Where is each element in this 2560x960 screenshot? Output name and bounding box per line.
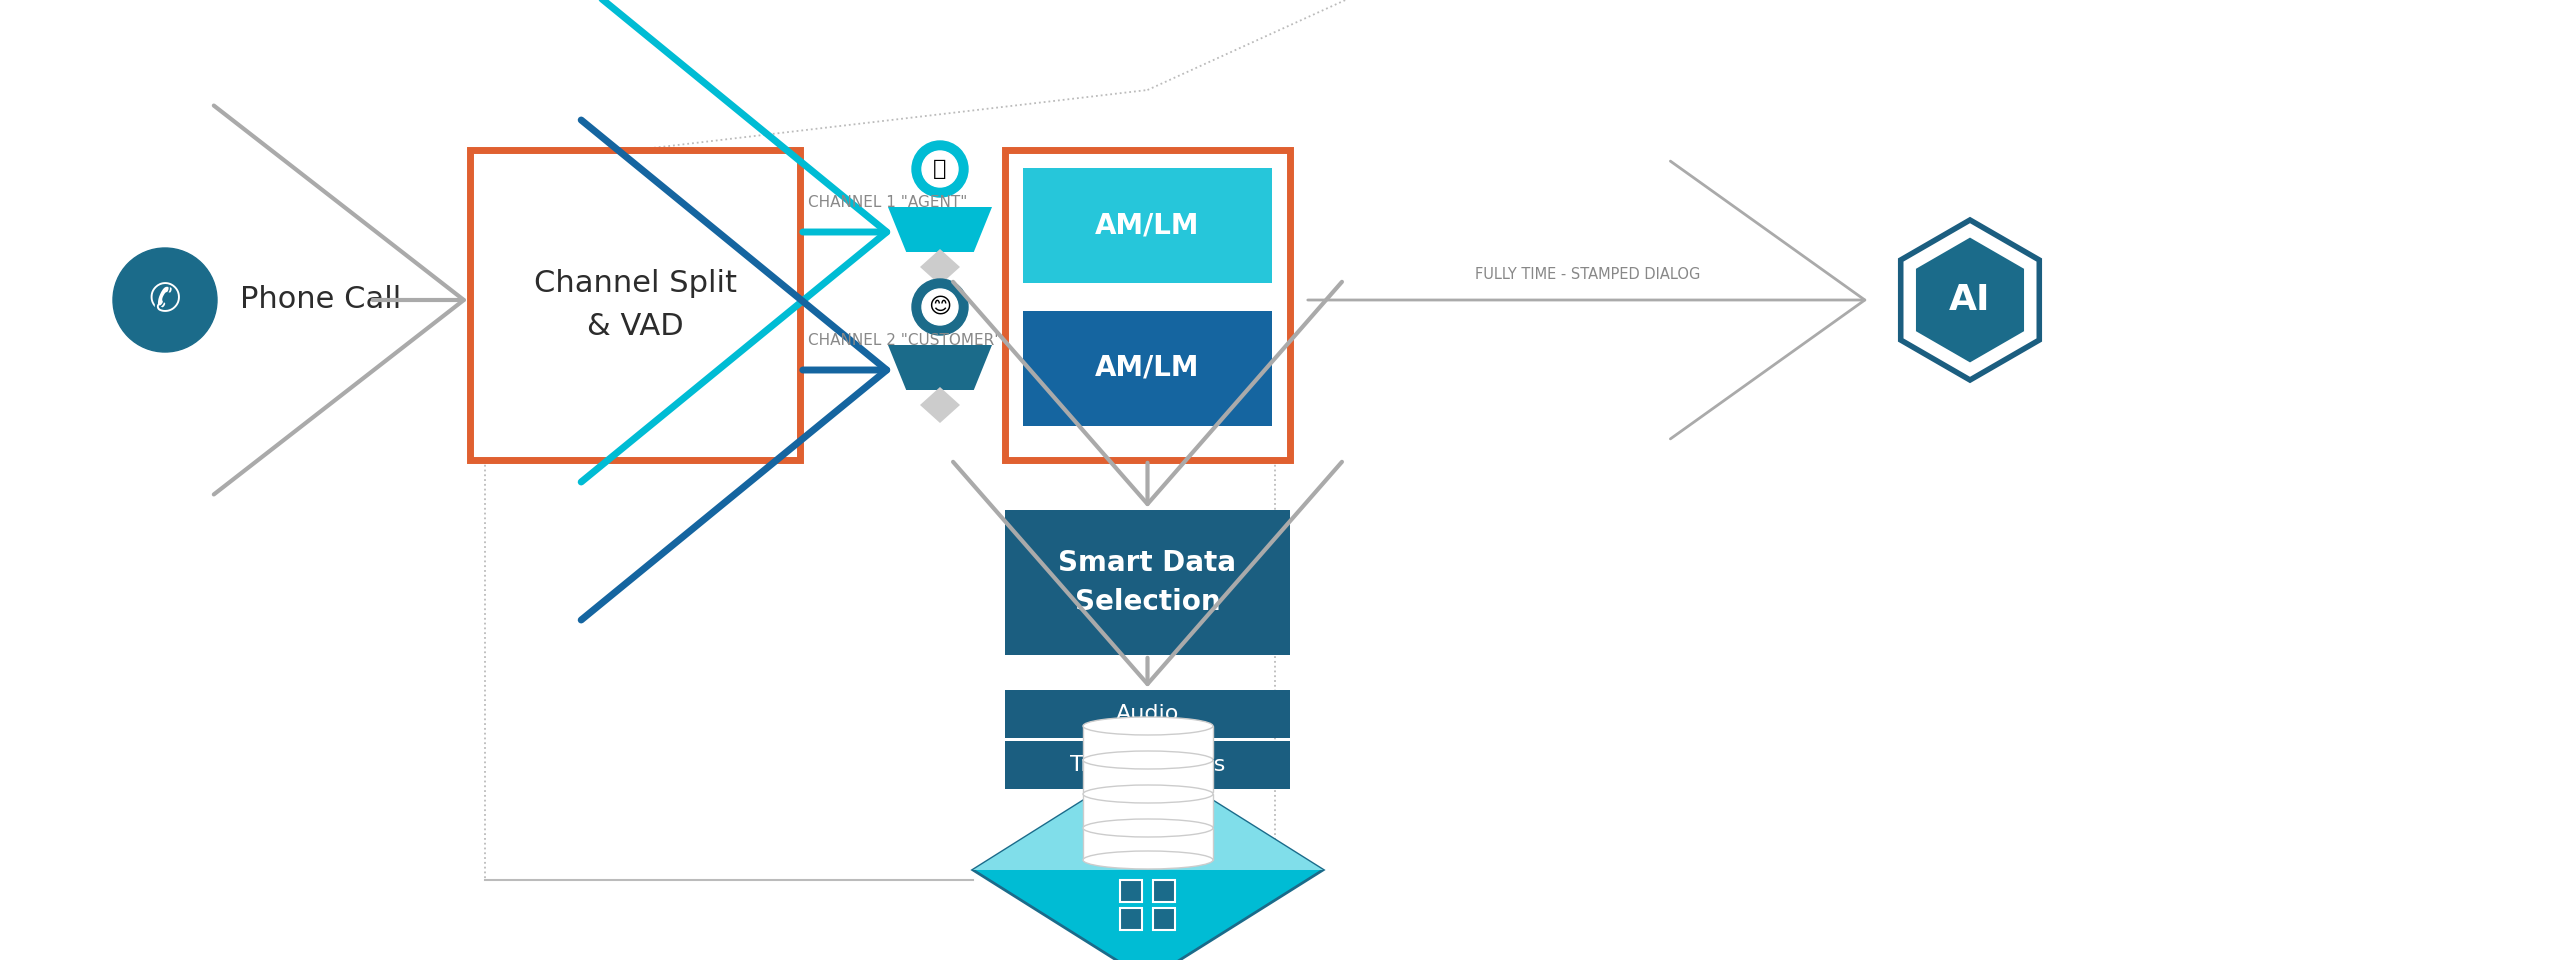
Ellipse shape: [1083, 717, 1213, 735]
Bar: [1152, 908, 1175, 930]
Circle shape: [911, 279, 968, 335]
Bar: [1121, 880, 1142, 902]
Text: Channel Split
& VAD: Channel Split & VAD: [532, 269, 737, 341]
Circle shape: [922, 151, 957, 187]
Text: Phone Call: Phone Call: [241, 285, 402, 315]
Bar: [1083, 828, 1213, 860]
Text: Smart Data
Selection: Smart Data Selection: [1057, 549, 1236, 616]
Polygon shape: [919, 387, 960, 423]
Circle shape: [922, 289, 957, 325]
Text: CHANNEL 1 "AGENT": CHANNEL 1 "AGENT": [809, 195, 968, 210]
Polygon shape: [973, 760, 1324, 960]
Bar: [1083, 726, 1213, 758]
Bar: [1024, 168, 1272, 283]
Polygon shape: [973, 760, 1324, 870]
Bar: [1006, 150, 1290, 460]
Bar: [1083, 794, 1213, 826]
Text: AI: AI: [1948, 283, 1992, 317]
Bar: [471, 150, 799, 460]
Text: AM/LM: AM/LM: [1096, 211, 1201, 239]
Ellipse shape: [1083, 819, 1213, 837]
Polygon shape: [919, 249, 960, 285]
Bar: [1121, 908, 1142, 930]
Bar: [1006, 690, 1290, 738]
Text: AM/LM: AM/LM: [1096, 354, 1201, 382]
Polygon shape: [888, 207, 993, 252]
Text: CHANNEL 2 "CUSTOMER": CHANNEL 2 "CUSTOMER": [809, 333, 1001, 348]
Text: 🎧: 🎧: [934, 159, 947, 179]
Bar: [1083, 760, 1213, 792]
Bar: [1006, 510, 1290, 655]
Text: Transcriptions: Transcriptions: [1070, 755, 1226, 775]
Bar: [1024, 311, 1272, 426]
Polygon shape: [888, 345, 993, 390]
Text: ✆: ✆: [148, 281, 182, 319]
Ellipse shape: [1083, 785, 1213, 803]
Ellipse shape: [1083, 751, 1213, 769]
Bar: [1006, 741, 1290, 789]
Text: 😊: 😊: [929, 297, 952, 317]
Text: FULLY TIME - STAMPED DIALOG: FULLY TIME - STAMPED DIALOG: [1475, 267, 1700, 282]
Circle shape: [113, 248, 218, 352]
Polygon shape: [1915, 238, 2025, 362]
Text: Audio: Audio: [1116, 704, 1180, 724]
Polygon shape: [1900, 220, 2040, 380]
Ellipse shape: [1083, 851, 1213, 869]
Circle shape: [911, 141, 968, 197]
Bar: [1152, 880, 1175, 902]
